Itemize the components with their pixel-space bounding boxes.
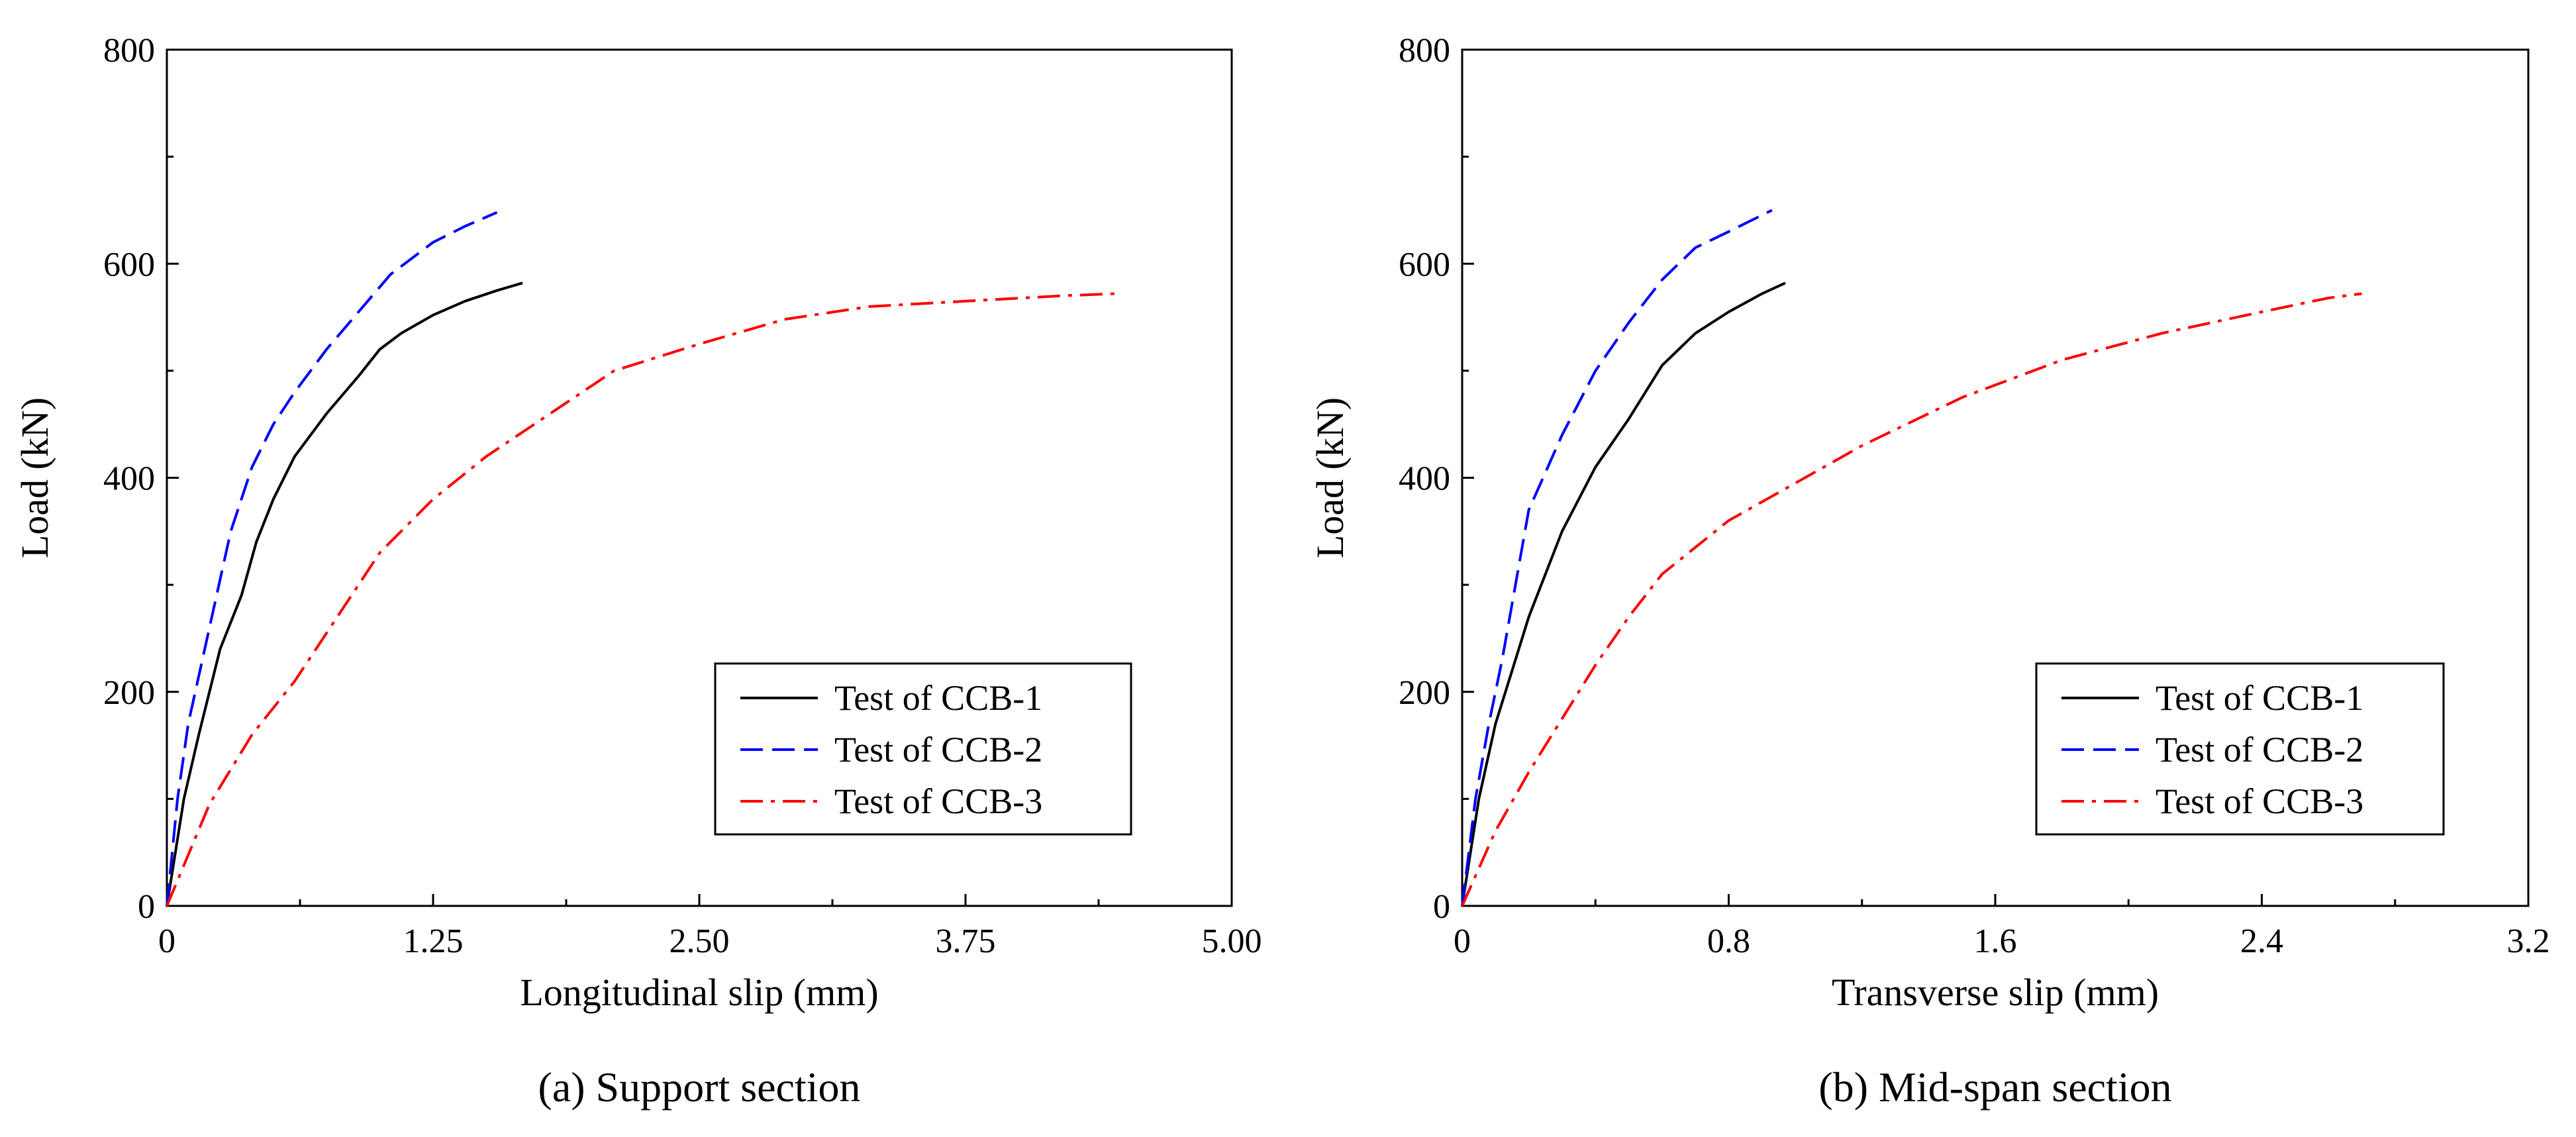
y-tick-label: 200	[103, 674, 155, 712]
x-tick-label: 3.2	[2507, 922, 2550, 960]
panel-caption: (b) Mid-span section	[1818, 1063, 2171, 1111]
y-tick-label: 600	[103, 246, 155, 283]
panel-support-section: 0 1.25 2.50 3.75 5.00 0 200 400 600 800 Longitudin…	[13, 32, 1262, 1111]
y-tick-label: 800	[103, 32, 155, 70]
series-line-1	[166, 281, 523, 907]
series-line-2	[1461, 209, 1773, 907]
legend-label-2: Test of CCB-2	[834, 730, 1042, 769]
y-tick-label: 400	[1399, 460, 1450, 498]
x-tick-label: 5.00	[1202, 922, 1262, 960]
x-tick-label: 0	[1454, 922, 1471, 960]
series-line-3	[1461, 292, 2362, 907]
y-tick-label: 400	[103, 460, 155, 498]
x-tick-label: 1.25	[403, 922, 464, 960]
x-tick-label: 0.8	[1707, 922, 1750, 960]
panel-mid-span-section: 0 0.8 1.6 2.4 3.2 0 200 400 600 800 Transverse sli…	[1309, 32, 2550, 1111]
y-tick-label: 600	[1399, 246, 1450, 283]
x-tick-label: 1.6	[1974, 922, 2017, 960]
x-axis-title: Longitudinal slip (mm)	[520, 971, 878, 1014]
x-tick-label: 3.75	[936, 922, 996, 960]
x-axis-title: Transverse slip (mm)	[1832, 971, 2159, 1014]
legend-label-1: Test of CCB-1	[2155, 678, 2363, 718]
y-tick-label: 200	[1399, 674, 1450, 712]
y-tick-label: 0	[1433, 888, 1450, 926]
legend-label-2: Test of CCB-2	[2155, 730, 2363, 769]
x-tick-label: 2.50	[669, 922, 730, 960]
x-tick-label: 2.4	[2240, 922, 2283, 960]
legend-label-1: Test of CCB-1	[834, 678, 1042, 718]
x-tick-label: 0	[158, 922, 175, 960]
legend-label-3: Test of CCB-3	[834, 781, 1042, 821]
y-axis-title: Load (kN)	[13, 397, 56, 558]
series-line-2	[166, 211, 498, 907]
series-line-3	[166, 292, 1115, 907]
legend-label-3: Test of CCB-3	[2155, 781, 2363, 821]
series-line-1	[1461, 281, 1786, 907]
y-tick-label: 0	[138, 888, 155, 926]
y-tick-label: 800	[1399, 32, 1450, 70]
panel-caption: (a) Support section	[538, 1063, 861, 1111]
y-axis-title: Load (kN)	[1309, 397, 1352, 558]
